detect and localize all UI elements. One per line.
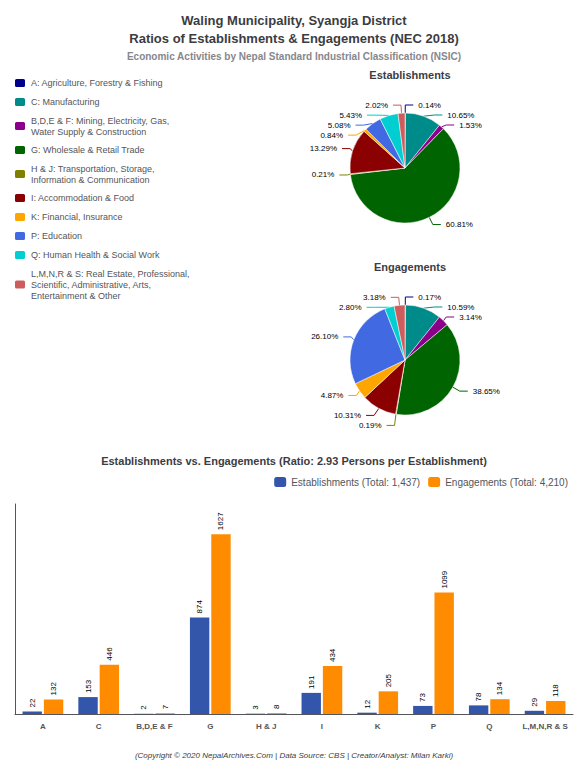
svg-text:4.87%: 4.87% <box>321 391 344 400</box>
svg-text:0.21%: 0.21% <box>312 170 335 179</box>
svg-text:P: Education: P: Education <box>31 231 82 241</box>
svg-text:0.14%: 0.14% <box>418 101 441 110</box>
svg-text:10.65%: 10.65% <box>447 111 474 120</box>
svg-text:Water Supply & Construction: Water Supply & Construction <box>31 127 146 137</box>
svg-text:(Copyright © 2020 NepalArchive: (Copyright © 2020 NepalArchives.Com | Da… <box>135 751 454 760</box>
svg-text:22: 22 <box>28 698 37 707</box>
svg-text:Establishments (Total: 1,437): Establishments (Total: 1,437) <box>291 477 420 488</box>
svg-text:73: 73 <box>418 692 427 701</box>
svg-text:118: 118 <box>551 684 560 697</box>
svg-text:10.59%: 10.59% <box>447 303 474 312</box>
svg-text:12: 12 <box>363 699 372 708</box>
svg-text:13.29%: 13.29% <box>310 144 337 153</box>
svg-text:3.18%: 3.18% <box>363 293 386 302</box>
svg-text:60.81%: 60.81% <box>446 220 473 229</box>
svg-text:Information & Communication: Information & Communication <box>31 175 150 185</box>
svg-text:2: 2 <box>139 705 148 710</box>
svg-text:H & J: Transportation, Storage: H & J: Transportation, Storage, <box>31 164 155 174</box>
svg-text:434: 434 <box>328 648 337 662</box>
svg-text:5.43%: 5.43% <box>339 111 362 120</box>
svg-text:1627: 1627 <box>216 512 225 530</box>
svg-text:0.17%: 0.17% <box>418 293 441 302</box>
svg-text:874: 874 <box>195 600 204 614</box>
svg-text:I: I <box>321 722 323 731</box>
svg-text:P: P <box>431 722 437 731</box>
svg-text:Q: Human Health & Social Work: Q: Human Health & Social Work <box>31 250 160 260</box>
svg-text:3: 3 <box>251 705 260 710</box>
svg-text:29: 29 <box>530 697 539 706</box>
svg-text:L,M,N,R & S: Real Estate, Prof: L,M,N,R & S: Real Estate, Professional, <box>31 269 190 279</box>
svg-text:132: 132 <box>49 682 58 696</box>
svg-text:Engagements: Engagements <box>374 261 446 273</box>
svg-text:3.14%: 3.14% <box>459 313 482 322</box>
svg-text:Entertainment & Other: Entertainment & Other <box>31 291 121 301</box>
svg-text:78: 78 <box>474 692 483 701</box>
svg-text:10.31%: 10.31% <box>334 411 361 420</box>
svg-text:205: 205 <box>384 673 393 687</box>
svg-text:Q: Q <box>486 722 492 731</box>
svg-text:5.08%: 5.08% <box>328 121 351 130</box>
svg-text:Economic Activities by Nepal S: Economic Activities by Nepal Standard In… <box>127 51 461 62</box>
svg-text:A: A <box>40 722 46 731</box>
svg-text:L,M,N,R & S: L,M,N,R & S <box>522 722 568 731</box>
svg-text:8: 8 <box>272 704 281 709</box>
svg-text:191: 191 <box>307 675 316 689</box>
svg-text:C: Manufacturing: C: Manufacturing <box>31 97 100 107</box>
svg-text:Scientific, Administrative, Ar: Scientific, Administrative, Arts, <box>31 280 151 290</box>
svg-text:B,D,E & F: Mining, Electricity: B,D,E & F: Mining, Electricity, Gas, <box>31 116 169 126</box>
svg-text:7: 7 <box>161 704 170 709</box>
svg-text:K: K <box>375 722 381 731</box>
svg-text:I: Accommodation & Food: I: Accommodation & Food <box>31 193 134 203</box>
svg-text:Waling Municipality, Syangja D: Waling Municipality, Syangja District <box>181 13 407 28</box>
svg-text:Ratios of Establishments & Eng: Ratios of Establishments & Engagements (… <box>129 31 458 46</box>
svg-text:2.80%: 2.80% <box>339 303 362 312</box>
svg-text:26.10%: 26.10% <box>311 332 338 341</box>
svg-text:134: 134 <box>495 681 504 695</box>
svg-text:1.53%: 1.53% <box>459 121 482 130</box>
svg-text:0.19%: 0.19% <box>359 421 382 430</box>
svg-text:Establishments: Establishments <box>369 69 450 81</box>
svg-text:Establishments vs. Engagements: Establishments vs. Engagements (Ratio: 2… <box>101 455 487 467</box>
svg-text:1099: 1099 <box>440 570 449 588</box>
svg-text:H & J: H & J <box>256 722 276 731</box>
svg-text:2.02%: 2.02% <box>365 101 388 110</box>
svg-text:A: Agriculture, Forestry & Fis: A: Agriculture, Forestry & Fishing <box>31 78 163 88</box>
svg-text:G: Wholesale & Retail Trade: G: Wholesale & Retail Trade <box>31 145 145 155</box>
svg-text:B,D,E & F: B,D,E & F <box>136 722 173 731</box>
svg-text:K: Financial, Insurance: K: Financial, Insurance <box>31 212 123 222</box>
svg-text:0.84%: 0.84% <box>320 131 343 140</box>
svg-text:C: C <box>96 722 102 731</box>
svg-text:38.65%: 38.65% <box>473 387 500 396</box>
svg-text:G: G <box>207 722 213 731</box>
svg-text:Engagements (Total: 4,210): Engagements (Total: 4,210) <box>445 477 568 488</box>
svg-text:446: 446 <box>105 647 114 661</box>
svg-text:153: 153 <box>84 679 93 693</box>
